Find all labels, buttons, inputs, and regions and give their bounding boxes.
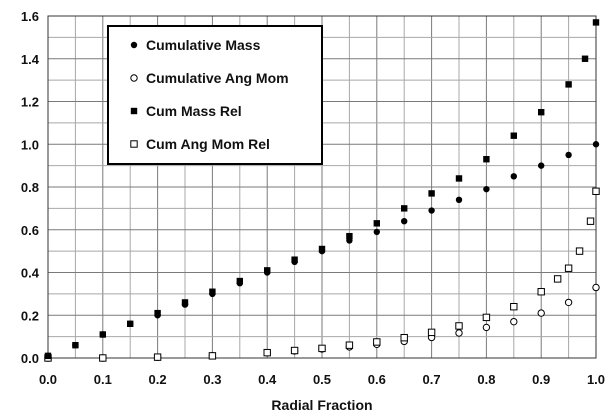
- marker-cum-ang-mom-rel: [564, 264, 573, 272]
- marker-cum-mass-rel: [483, 156, 490, 163]
- marker-cum-mass-rel: [236, 277, 243, 285]
- series-cum-ang-mom-rel: [44, 187, 600, 362]
- legend-label-cumulative-mass: Cumulative Mass: [146, 37, 261, 53]
- marker-cum-ang-mom-rel: [400, 333, 408, 342]
- y-tick-label: 0.2: [21, 308, 39, 323]
- marker-cum-ang-mom-rel: [345, 341, 354, 349]
- marker-cum-mass-rel: [373, 220, 380, 227]
- marker-cum-mass-rel: [581, 55, 589, 62]
- marker-cum-ang-mom-rel: [575, 247, 584, 255]
- legend-box: [107, 25, 323, 165]
- data-markers: [44, 19, 600, 362]
- x-tick-label: 0.3: [203, 372, 221, 387]
- marker-cum-mass-rel: [181, 299, 189, 306]
- y-tick-label: 1.6: [21, 9, 39, 24]
- marker-cum-mass-rel: [127, 320, 134, 327]
- legend-marker-cum-mass-rel: [130, 107, 138, 115]
- x-axis-title: Radial Fraction: [271, 397, 372, 413]
- marker-cumulative-mass: [592, 141, 600, 148]
- marker-cumulative-mass: [510, 173, 517, 180]
- legend-label-cumulative-ang-mom: Cumulative Ang Mom: [146, 70, 289, 86]
- marker-cum-mass-rel: [291, 256, 298, 263]
- y-tick-label: 1.4: [21, 52, 40, 67]
- marker-cum-mass-rel: [538, 108, 545, 116]
- marker-cum-mass-rel: [318, 245, 326, 253]
- legend-marker-cumulative-mass: [130, 41, 138, 49]
- marker-cum-mass-rel: [264, 267, 271, 274]
- marker-cumulative-ang-mom: [510, 317, 518, 326]
- marker-cum-ang-mom-rel: [553, 275, 562, 283]
- legend: Cumulative Mass Cumulative Ang Mom Cum Mas…: [107, 25, 323, 165]
- marker-cum-mass-rel: [428, 190, 435, 197]
- marker-cum-ang-mom-rel: [318, 344, 326, 353]
- x-tick-label: 1.0: [587, 372, 605, 387]
- plot-area-border: [47, 15, 597, 359]
- legend-marker-cumulative-ang-mom: [130, 74, 138, 82]
- marker-cumulative-mass: [455, 196, 463, 204]
- marker-cumulative-ang-mom: [564, 298, 573, 307]
- marker-cum-ang-mom-rel: [482, 313, 491, 322]
- y-axis-ticks: 0.0 0.2 0.4 0.6 0.8 1.0 1.2 1.4 1.6: [21, 9, 40, 366]
- marker-cum-ang-mom-rel: [373, 338, 381, 346]
- y-tick-label: 0.4: [21, 266, 40, 281]
- x-tick-label: 0.8: [477, 372, 495, 387]
- marker-cum-ang-mom-rel: [153, 353, 162, 361]
- x-tick-label: 0.0: [39, 372, 57, 387]
- marker-cum-ang-mom-rel: [290, 346, 299, 355]
- x-tick-label: 0.2: [149, 372, 167, 387]
- legend-label-cum-mass-rel: Cum Mass Rel: [146, 103, 242, 119]
- marker-cum-mass-rel: [510, 132, 517, 139]
- y-tick-label: 1.0: [21, 137, 39, 152]
- marker-cumulative-ang-mom: [537, 309, 545, 317]
- marker-cum-ang-mom-rel: [592, 187, 600, 195]
- marker-cum-ang-mom-rel: [510, 303, 518, 311]
- marker-cum-mass-rel: [346, 232, 353, 240]
- x-tick-label: 0.6: [368, 372, 386, 387]
- y-tick-label: 0.6: [21, 223, 39, 238]
- marker-cum-mass-rel: [154, 309, 161, 317]
- y-tick-label: 0.8: [21, 180, 39, 195]
- marker-cum-mass-rel: [99, 331, 106, 338]
- marker-cum-mass-rel: [592, 19, 600, 26]
- x-tick-label: 0.1: [94, 372, 112, 387]
- marker-cumulative-mass: [373, 228, 380, 236]
- marker-cum-mass-rel: [401, 205, 408, 212]
- marker-cumulative-mass: [428, 207, 435, 214]
- marker-cum-mass-rel: [565, 81, 572, 88]
- marker-cum-ang-mom-rel: [455, 322, 463, 330]
- marker-cumulative-mass: [483, 185, 490, 193]
- marker-cumulative-ang-mom: [592, 283, 600, 292]
- marker-cum-mass-rel: [72, 341, 79, 349]
- marker-cum-mass-rel: [455, 175, 463, 182]
- x-tick-label: 0.7: [423, 372, 441, 387]
- x-axis-ticks: 0.0 0.1 0.2 0.3 0.4 0.5 0.6 0.7 0.8 0.9 1.0: [39, 372, 605, 387]
- marker-cumulative-mass: [538, 162, 545, 169]
- marker-cumulative-mass: [401, 218, 408, 225]
- marker-cum-ang-mom-rel: [208, 352, 217, 360]
- x-tick-label: 0.4: [258, 372, 277, 387]
- marker-cum-ang-mom-rel: [586, 217, 595, 225]
- marker-cum-mass-rel: [209, 288, 216, 295]
- x-tick-label: 0.5: [313, 372, 331, 387]
- series-cum-mass-rel: [44, 19, 600, 360]
- y-tick-label: 0.0: [21, 351, 39, 366]
- marker-cum-ang-mom-rel: [263, 348, 271, 357]
- y-tick-label: 1.2: [21, 95, 39, 110]
- legend-marker-cum-ang-mom-rel: [130, 140, 138, 148]
- marker-cumulative-ang-mom: [455, 329, 463, 337]
- x-tick-label: 0.9: [532, 372, 550, 387]
- marker-cum-ang-mom-rel: [537, 288, 545, 296]
- marker-cum-ang-mom-rel: [99, 354, 107, 362]
- marker-cumulative-ang-mom: [482, 323, 491, 332]
- marker-cum-mass-rel: [44, 352, 52, 360]
- marker-cum-ang-mom-rel: [427, 328, 436, 337]
- marker-cumulative-mass: [565, 151, 572, 159]
- legend-label-cum-ang-mom-rel: Cum Ang Mom Rel: [146, 136, 270, 152]
